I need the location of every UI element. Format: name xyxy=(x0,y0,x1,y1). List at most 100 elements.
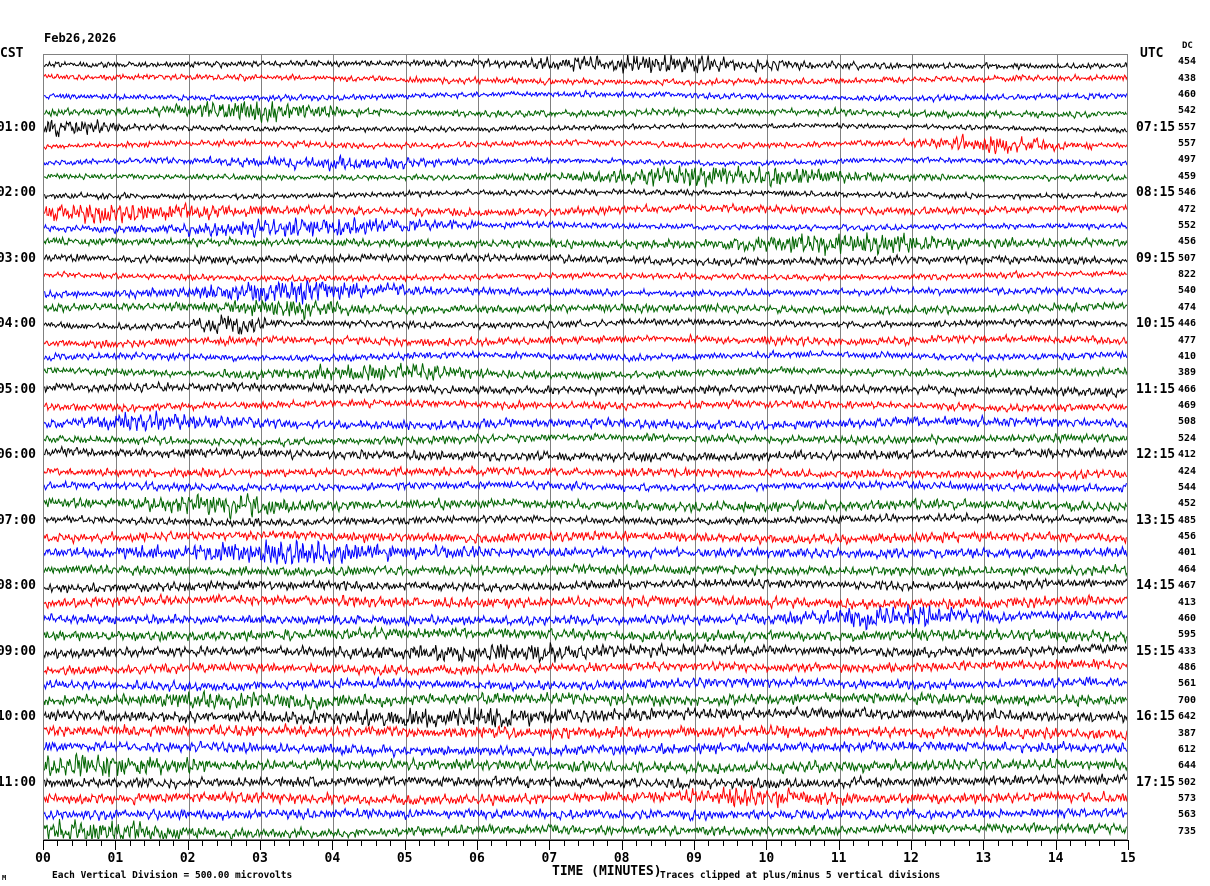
dc-value: 460 xyxy=(1178,612,1197,624)
dc-value: 387 xyxy=(1178,727,1197,739)
x-tick-minor xyxy=(1070,840,1072,846)
dc-value: 573 xyxy=(1178,793,1197,805)
utc-time-label: 10:15 xyxy=(1136,316,1176,332)
dc-value: 456 xyxy=(1178,236,1197,248)
dc-value: 410 xyxy=(1178,350,1197,362)
x-tick-minor xyxy=(317,840,319,846)
x-tick-minor xyxy=(231,840,233,846)
cst-time-label: 01:00 xyxy=(0,119,36,135)
x-tick-minor xyxy=(361,840,363,846)
trace-line xyxy=(44,119,1127,137)
cst-time-label: 08:00 xyxy=(0,578,36,594)
trace-line xyxy=(44,411,1127,431)
x-tick-minor xyxy=(86,840,88,846)
x-axis-ticks xyxy=(43,840,1129,850)
trace-line xyxy=(44,335,1127,349)
x-tick-minor xyxy=(896,840,898,846)
x-tick-minor xyxy=(751,840,753,846)
dc-value: 401 xyxy=(1178,547,1197,559)
seismogram-plot xyxy=(43,54,1128,840)
x-tick-minor xyxy=(737,840,739,846)
tiny-marker: M xyxy=(2,874,7,882)
dc-value: 542 xyxy=(1178,105,1197,117)
grid-line-minute-6 xyxy=(478,55,479,839)
x-tick-label: 14 xyxy=(1047,851,1064,866)
dc-value: 700 xyxy=(1178,694,1197,706)
x-tick-label: 04 xyxy=(324,851,341,866)
x-tick-minor xyxy=(925,840,927,846)
dc-column-label: DC xyxy=(1182,41,1193,51)
dc-value: 561 xyxy=(1178,678,1197,690)
trace-line xyxy=(44,232,1127,255)
cst-time-label: 07:00 xyxy=(0,512,36,528)
x-tick-minor xyxy=(679,840,681,846)
dc-value: 469 xyxy=(1178,400,1197,412)
utc-time-label: 12:15 xyxy=(1136,447,1176,463)
x-tick-label: 12 xyxy=(903,851,919,866)
trace-container xyxy=(44,55,1127,839)
x-tick-minor xyxy=(57,840,59,846)
trace-line xyxy=(44,493,1127,519)
trace-line xyxy=(44,101,1127,122)
utc-time-label: 08:15 xyxy=(1136,185,1176,201)
dc-value: 467 xyxy=(1178,580,1197,592)
trace-line xyxy=(44,300,1127,320)
x-tick-minor xyxy=(882,840,884,846)
trace-line xyxy=(44,203,1127,224)
utc-time-label: 14:15 xyxy=(1136,578,1176,594)
dc-value: 642 xyxy=(1178,711,1197,723)
trace-line xyxy=(44,270,1127,281)
x-tick-minor xyxy=(954,840,956,846)
x-tick-minor xyxy=(997,840,999,846)
trace-line xyxy=(44,254,1127,266)
cst-time-label: 02:00 xyxy=(0,185,36,201)
x-tick-minor xyxy=(607,840,609,846)
x-tick-minor xyxy=(636,840,638,846)
trace-line xyxy=(44,808,1127,820)
grid-line-minute-1 xyxy=(116,55,118,839)
x-tick-minor xyxy=(71,840,73,846)
trace-line xyxy=(44,691,1127,710)
x-tick-minor xyxy=(534,840,536,846)
dc-value: 544 xyxy=(1178,481,1197,493)
x-tick-minor xyxy=(722,840,724,846)
x-tick-minor xyxy=(173,840,175,846)
x-tick-minor xyxy=(288,840,290,846)
cst-time-label: 03:00 xyxy=(0,250,36,266)
x-tick-label: 08 xyxy=(613,851,630,866)
grid-line-minute-14 xyxy=(1056,55,1058,839)
dc-value: 612 xyxy=(1178,743,1197,755)
x-tick-major xyxy=(983,840,985,850)
x-tick-label: 00 xyxy=(35,851,51,866)
x-tick-major xyxy=(549,840,551,850)
x-tick-minor xyxy=(1099,840,1101,846)
utc-time-label: 07:15 xyxy=(1136,119,1176,135)
x-tick-major xyxy=(332,840,334,850)
dc-value: 552 xyxy=(1178,219,1197,231)
x-tick-minor xyxy=(100,840,102,846)
cst-time-label: 05:00 xyxy=(0,381,36,397)
x-tick-major xyxy=(911,840,912,850)
x-tick-major xyxy=(621,840,623,850)
trace-line xyxy=(44,540,1127,565)
x-tick-minor xyxy=(419,840,421,846)
x-tick-label: 07 xyxy=(541,851,558,866)
dc-value: 438 xyxy=(1178,72,1197,84)
trace-line xyxy=(44,819,1127,839)
dc-value: 413 xyxy=(1178,596,1197,608)
grid-line-minute-10 xyxy=(767,55,769,839)
x-tick-minor xyxy=(780,840,782,846)
grid-line-minute-2 xyxy=(188,55,190,839)
trace-line xyxy=(44,189,1127,200)
utc-time-label: 17:15 xyxy=(1136,774,1176,790)
dc-value: 389 xyxy=(1178,367,1197,379)
cst-time-label: 09:00 xyxy=(0,643,36,659)
trace-line xyxy=(44,659,1127,675)
x-tick-minor xyxy=(563,840,565,846)
grid-line-minute-5 xyxy=(405,55,407,839)
x-tick-minor xyxy=(795,840,797,846)
x-tick-label: 02 xyxy=(179,851,196,866)
cst-axis-label: CST xyxy=(0,46,24,61)
x-tick-major xyxy=(1128,840,1129,850)
cst-time-label: 10:00 xyxy=(0,709,36,725)
